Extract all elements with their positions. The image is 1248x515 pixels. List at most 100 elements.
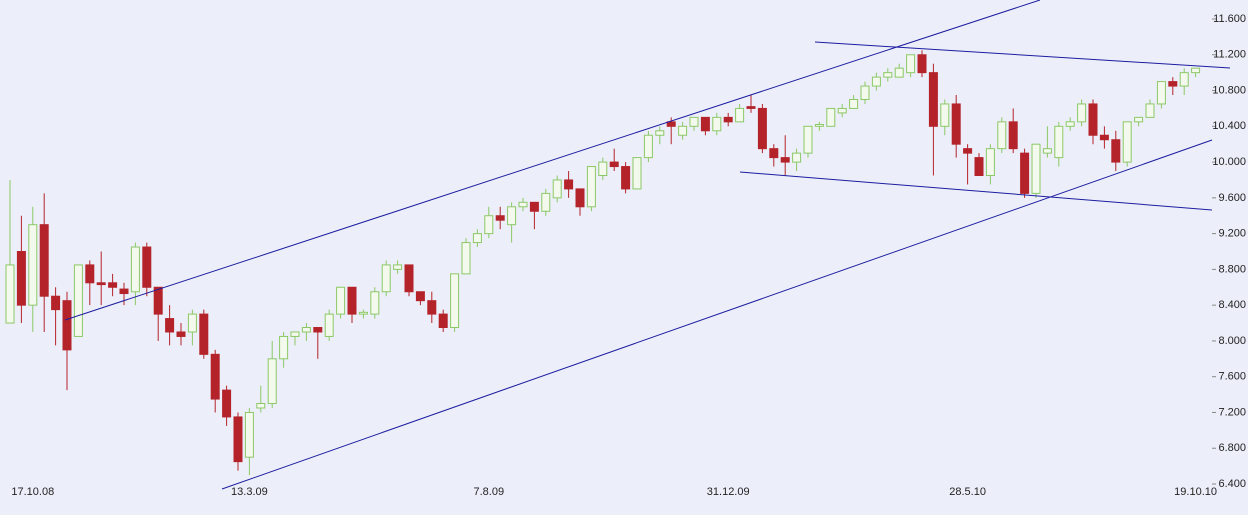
candle-body (96, 282, 106, 286)
candle-body (678, 125, 688, 136)
y-tick-label: 7.600 (1218, 371, 1246, 383)
candle-body (575, 188, 585, 208)
candle-body (1042, 148, 1052, 154)
candle-body (1099, 134, 1109, 141)
x-tick-label: 13.3.09 (231, 486, 268, 498)
y-tick-label: 8.000 (1218, 335, 1246, 347)
candle-body (233, 416, 243, 463)
candle-body (518, 201, 528, 208)
candle-body (871, 76, 881, 87)
candle-body (643, 134, 653, 159)
candle-body (974, 157, 984, 176)
candle-body (1145, 103, 1155, 118)
candle-body (381, 264, 391, 293)
y-tick-label: 6.800 (1218, 442, 1246, 454)
candle-body (495, 215, 505, 221)
candle-body (1054, 125, 1064, 159)
candle-body (62, 300, 72, 351)
candle-body (119, 288, 129, 295)
lower-channel-line (221, 139, 1213, 490)
candle-body (256, 403, 266, 409)
candle-body (666, 121, 676, 127)
candle-body (461, 242, 471, 275)
candle-body (951, 103, 961, 145)
candle-body (130, 246, 140, 293)
candle-body (153, 286, 163, 315)
candle-body (906, 54, 916, 74)
y-tick-label: 10.400 (1212, 120, 1246, 132)
candle-body (769, 148, 779, 159)
candle-body (894, 67, 904, 78)
y-tick-label: 9.600 (1218, 192, 1246, 204)
candle-body (199, 313, 209, 355)
candle-body (16, 251, 26, 306)
candle-body (73, 264, 83, 337)
x-tick-label: 31.12.09 (707, 486, 750, 498)
y-tick-label: 11.200 (1213, 49, 1246, 61)
candle-body (370, 291, 380, 315)
candle-body (1008, 121, 1018, 150)
candle-body (757, 107, 767, 150)
candle-body (814, 124, 824, 127)
candle-body (313, 327, 323, 333)
axes: 6.400 6.800 7.200 7.600 8.000 8.400 8.800 9.200… (11, 13, 1246, 498)
candle-body (860, 85, 870, 100)
y-tick-label: 11.600 (1213, 13, 1246, 25)
candle-body (1111, 139, 1121, 163)
candle-body (51, 295, 61, 311)
candle-body (1168, 81, 1178, 87)
candle-body (142, 246, 152, 288)
candle-body (609, 161, 619, 168)
y-tick-label: 6.400 (1218, 478, 1246, 490)
candle-body (803, 125, 813, 154)
candle-body (39, 224, 49, 297)
upper-channel-line (64, 0, 1041, 321)
candle-body (279, 335, 289, 360)
candles (5, 50, 1201, 476)
candle-body (746, 106, 756, 109)
candle-body (1065, 121, 1075, 127)
candle-body (655, 130, 665, 136)
candle-body (712, 116, 722, 132)
candle-body (244, 411, 254, 458)
candle-body (415, 291, 425, 302)
y-tick-label: 9.200 (1218, 228, 1246, 240)
candle-body (290, 331, 300, 337)
candle-body (165, 318, 175, 333)
candle-body (358, 311, 368, 315)
candle-body (1156, 81, 1166, 105)
candle-body (450, 273, 460, 329)
candle-body (393, 264, 403, 270)
y-tick-label: 8.800 (1218, 263, 1246, 275)
y-tick-label: 10.800 (1212, 84, 1246, 96)
candle-body (472, 233, 482, 244)
y-tick-label: 7.200 (1218, 406, 1246, 418)
candle-body (176, 331, 186, 337)
candle-body (632, 157, 642, 190)
candle-body (347, 286, 357, 315)
candle-body (28, 224, 38, 306)
candle-body (427, 300, 437, 315)
candle-body (5, 264, 15, 324)
candle-body (108, 282, 118, 288)
x-tick-label: 19.10.10 (1174, 486, 1217, 498)
candle-body (267, 358, 277, 405)
candle-body (826, 107, 836, 127)
candle-body (1088, 103, 1098, 136)
candle-body (917, 54, 927, 74)
candle-body (963, 148, 973, 154)
candle-body (985, 148, 995, 176)
candle-body (438, 313, 448, 329)
candle-body (780, 157, 790, 163)
candle-body (1191, 67, 1201, 74)
candle-body (552, 179, 562, 199)
candle-body (700, 116, 710, 132)
y-tick-label: 8.400 (1218, 299, 1246, 311)
candle-body (301, 327, 311, 333)
candle-body (1020, 152, 1030, 194)
candle-body (484, 215, 494, 235)
candle-body (210, 353, 220, 400)
